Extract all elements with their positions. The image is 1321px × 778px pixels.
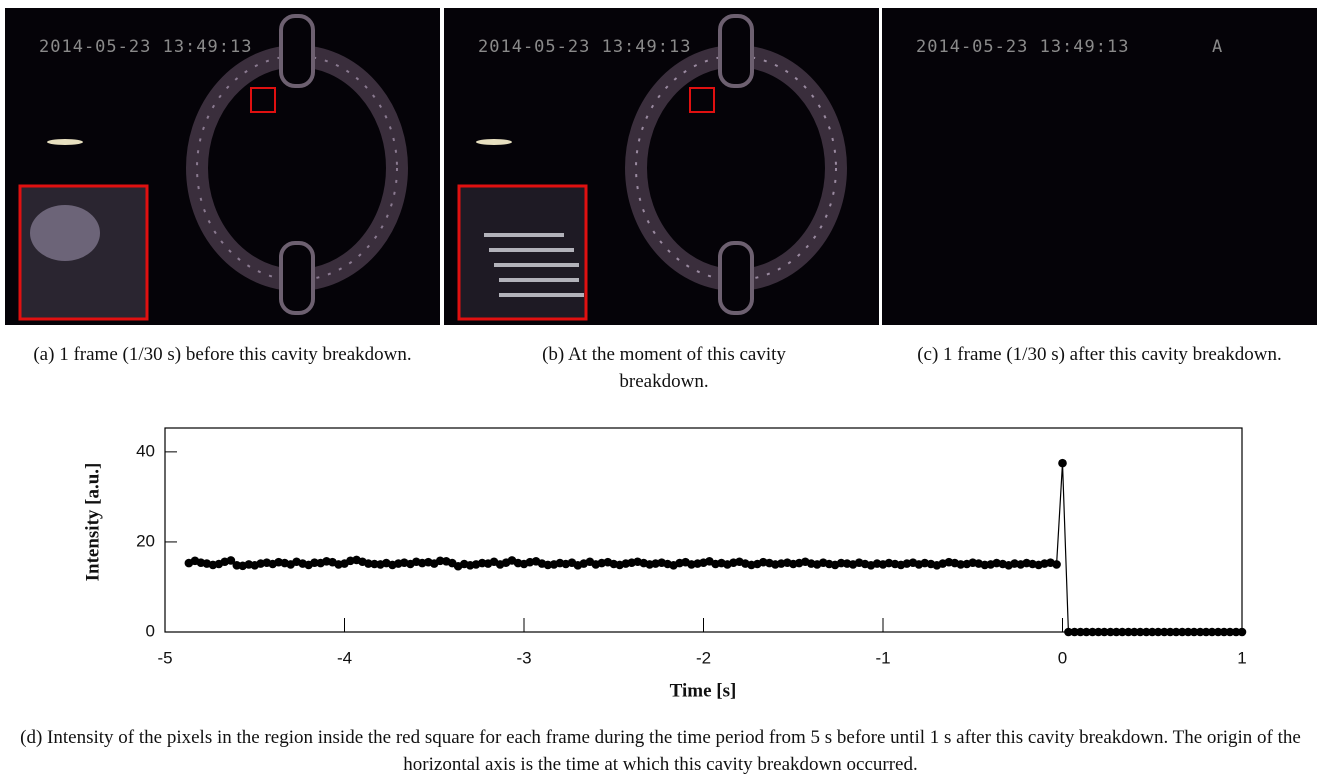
marker — [1106, 627, 1115, 637]
marker — [1237, 627, 1247, 637]
x-tick-label: 1 — [1237, 648, 1246, 667]
marker: A — [1212, 37, 1223, 57]
marker — [226, 556, 236, 565]
y-tick-label: 0 — [146, 621, 155, 640]
marker — [1142, 627, 1151, 637]
marker — [1094, 627, 1103, 637]
marker — [1201, 627, 1211, 637]
marker — [1159, 627, 1169, 637]
plot-frame — [164, 427, 1243, 633]
marker — [1195, 627, 1205, 637]
x-tick-label: -1 — [875, 648, 890, 667]
marker — [1070, 627, 1079, 637]
marker — [1117, 627, 1127, 637]
caption: (a) 1 frame (1/30 s) before this cavity … — [33, 344, 412, 365]
marker — [1112, 627, 1121, 637]
photo-b: 2014-05-23 13:49:13 — [444, 8, 879, 325]
marker — [1124, 627, 1133, 637]
marker — [1058, 458, 1067, 468]
marker — [1064, 627, 1073, 637]
marker — [1213, 627, 1223, 637]
marker — [1183, 627, 1193, 637]
marker — [435, 556, 445, 566]
marker — [1231, 627, 1241, 637]
x-tick-label: -3 — [516, 648, 531, 667]
marker — [1177, 627, 1187, 637]
marker — [1130, 627, 1139, 637]
marker — [1082, 627, 1091, 637]
y-tick-label: 20 — [136, 531, 155, 550]
x-tick-label: -2 — [696, 648, 711, 667]
marker — [1165, 627, 1175, 637]
timestamp: 2014-05-23 13:49:13 — [39, 37, 252, 57]
marker — [1225, 627, 1235, 637]
marker — [1189, 627, 1199, 637]
marker — [364, 559, 373, 568]
chart: Intensity [a.u.] Time [s] 0 20 40 -5 -4 -3 -2 -… — [82, 427, 1247, 701]
marker — [1076, 627, 1085, 637]
marker — [310, 558, 319, 567]
timestamp: 2014-05-23 13:49:13 — [478, 37, 691, 57]
line — [188, 463, 1242, 633]
caption: (b) At the moment of this cavity breakdo… — [542, 344, 786, 392]
marker — [1153, 627, 1163, 637]
marker — [1088, 627, 1097, 637]
marker — [1207, 627, 1217, 637]
photo-a: 2014-05-23 13:49:13 — [5, 8, 440, 325]
marker — [1100, 627, 1109, 637]
marker — [1135, 627, 1145, 637]
marker — [956, 560, 966, 569]
marker — [1171, 627, 1181, 637]
caption: (c) 1 frame (1/30 s) after this cavity b… — [917, 344, 1282, 365]
photo-c: 2014-05-23 13:49:13 A — [882, 8, 1317, 325]
marker — [1052, 560, 1061, 569]
caption: (d) Intensity of the pixels in the regio… — [20, 727, 1301, 775]
y-axis-label: Intensity [a.u.] — [82, 463, 103, 582]
timestamp: 2014-05-23 13:49:13 — [916, 37, 1129, 57]
marker — [1219, 627, 1229, 637]
x-tick-label: 0 — [1058, 648, 1067, 667]
marker — [543, 560, 553, 570]
x-tick-label: -5 — [157, 648, 172, 667]
x-axis-label: Time [s] — [670, 680, 737, 701]
x-tick-label: -4 — [337, 648, 352, 667]
y-tick-label: 40 — [136, 441, 155, 460]
marker — [1147, 627, 1157, 637]
